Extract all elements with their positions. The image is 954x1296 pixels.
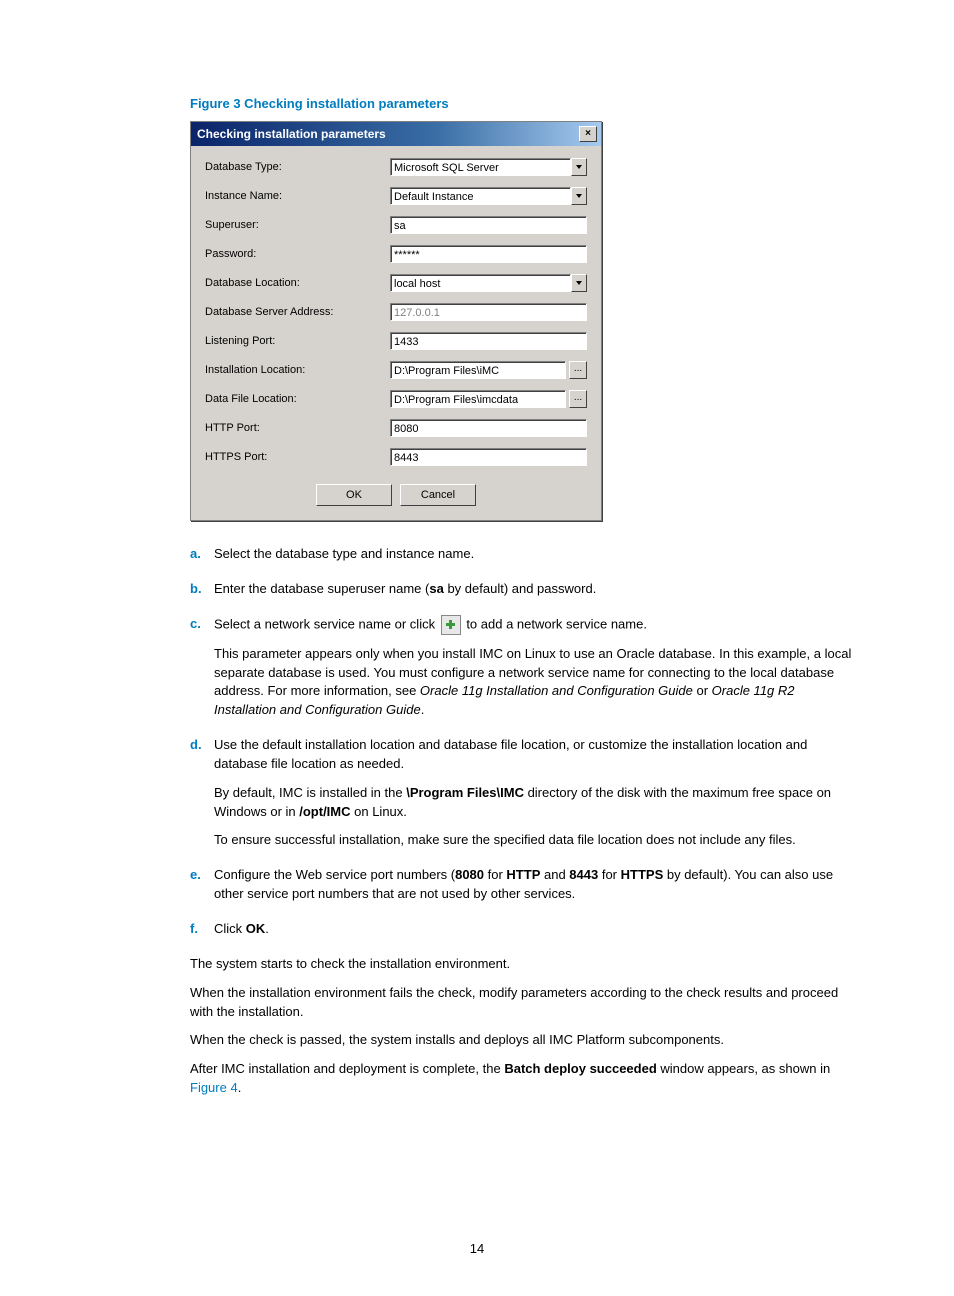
- post-para: When the installation environment fails …: [190, 984, 858, 1022]
- dialog-button-row: OK Cancel: [205, 484, 587, 506]
- data-file-location-label: Data File Location:: [205, 393, 390, 405]
- browse-datafile-button[interactable]: ...: [569, 390, 587, 408]
- db-location-select[interactable]: local host: [390, 274, 587, 292]
- password-label: Password:: [205, 248, 390, 260]
- post-para: After IMC installation and deployment is…: [190, 1060, 858, 1098]
- dialog-body: Database Type: Microsoft SQL Server Inst…: [191, 146, 601, 520]
- db-location-value: local host: [390, 274, 571, 292]
- step-text: Use the default installation location an…: [214, 736, 858, 774]
- superuser-row: Superuser: sa: [205, 216, 587, 234]
- step-marker: b.: [190, 580, 214, 609]
- step-marker: a.: [190, 545, 214, 574]
- data-file-location-row: Data File Location: D:\Program Files\imc…: [205, 390, 587, 408]
- cancel-button[interactable]: Cancel: [400, 484, 476, 506]
- superuser-input[interactable]: sa: [390, 216, 587, 234]
- https-port-row: HTTPS Port: 8443: [205, 448, 587, 466]
- dialog-titlebar: Checking installation parameters ×: [191, 122, 601, 146]
- step-marker: e.: [190, 866, 214, 914]
- step-text: Select the database type and instance na…: [214, 545, 858, 564]
- step-e: e. Configure the Web service port number…: [190, 866, 858, 914]
- plus-icon: [441, 615, 461, 635]
- instructions: a. Select the database type and instance…: [190, 545, 858, 1098]
- db-server-address-label: Database Server Address:: [205, 306, 390, 318]
- instance-name-label: Instance Name:: [205, 190, 390, 202]
- db-server-address-row: Database Server Address: 127.0.0.1: [205, 303, 587, 321]
- step-marker: f.: [190, 920, 214, 949]
- browse-install-button[interactable]: ...: [569, 361, 587, 379]
- step-text: Enter the database superuser name (sa by…: [214, 580, 858, 599]
- chevron-down-icon[interactable]: [571, 274, 587, 292]
- page-number: 14: [0, 1241, 954, 1256]
- listening-port-row: Listening Port: 1433: [205, 332, 587, 350]
- step-text: Select a network service name or click t…: [214, 615, 858, 635]
- chevron-down-icon[interactable]: [571, 158, 587, 176]
- https-port-label: HTTPS Port:: [205, 451, 390, 463]
- step-text: Click OK.: [214, 920, 858, 939]
- database-type-value: Microsoft SQL Server: [390, 158, 571, 176]
- http-port-input[interactable]: 8080: [390, 419, 587, 437]
- db-location-label: Database Location:: [205, 277, 390, 289]
- db-location-row: Database Location: local host: [205, 274, 587, 292]
- step-sub-text: This parameter appears only when you ins…: [214, 645, 858, 720]
- http-port-label: HTTP Port:: [205, 422, 390, 434]
- listening-port-label: Listening Port:: [205, 335, 390, 347]
- data-file-location-input[interactable]: D:\Program Files\imcdata: [390, 390, 566, 408]
- chevron-down-icon[interactable]: [571, 187, 587, 205]
- database-type-label: Database Type:: [205, 161, 390, 173]
- https-port-input[interactable]: 8443: [390, 448, 587, 466]
- step-f: f. Click OK.: [190, 920, 858, 949]
- dialog-title: Checking installation parameters: [197, 127, 386, 141]
- db-server-address-input: 127.0.0.1: [390, 303, 587, 321]
- figure-4-link[interactable]: Figure 4: [190, 1080, 238, 1095]
- step-c: c. Select a network service name or clic…: [190, 615, 858, 730]
- install-location-input[interactable]: D:\Program Files\iMC: [390, 361, 566, 379]
- listening-port-input[interactable]: 1433: [390, 332, 587, 350]
- step-text: Configure the Web service port numbers (…: [214, 866, 858, 904]
- step-marker: c.: [190, 615, 214, 730]
- post-para: When the check is passed, the system ins…: [190, 1031, 858, 1050]
- install-location-label: Installation Location:: [205, 364, 390, 376]
- instance-name-row: Instance Name: Default Instance: [205, 187, 587, 205]
- step-a: a. Select the database type and instance…: [190, 545, 858, 574]
- step-b: b. Enter the database superuser name (sa…: [190, 580, 858, 609]
- step-sub-text: To ensure successful installation, make …: [214, 831, 858, 850]
- close-icon: ×: [585, 129, 591, 139]
- step-marker: d.: [190, 736, 214, 860]
- http-port-row: HTTP Port: 8080: [205, 419, 587, 437]
- step-d: d. Use the default installation location…: [190, 736, 858, 860]
- instance-name-value: Default Instance: [390, 187, 571, 205]
- instance-name-select[interactable]: Default Instance: [390, 187, 587, 205]
- database-type-select[interactable]: Microsoft SQL Server: [390, 158, 587, 176]
- database-type-row: Database Type: Microsoft SQL Server: [205, 158, 587, 176]
- dialog-window: Checking installation parameters × Datab…: [190, 121, 602, 521]
- password-input[interactable]: ******: [390, 245, 587, 263]
- install-location-row: Installation Location: D:\Program Files\…: [205, 361, 587, 379]
- post-para: The system starts to check the installat…: [190, 955, 858, 974]
- password-row: Password: ******: [205, 245, 587, 263]
- close-button[interactable]: ×: [579, 126, 597, 142]
- ok-button[interactable]: OK: [316, 484, 392, 506]
- step-sub-text: By default, IMC is installed in the \Pro…: [214, 784, 858, 822]
- figure-title: Figure 3 Checking installation parameter…: [190, 96, 858, 111]
- superuser-label: Superuser:: [205, 219, 390, 231]
